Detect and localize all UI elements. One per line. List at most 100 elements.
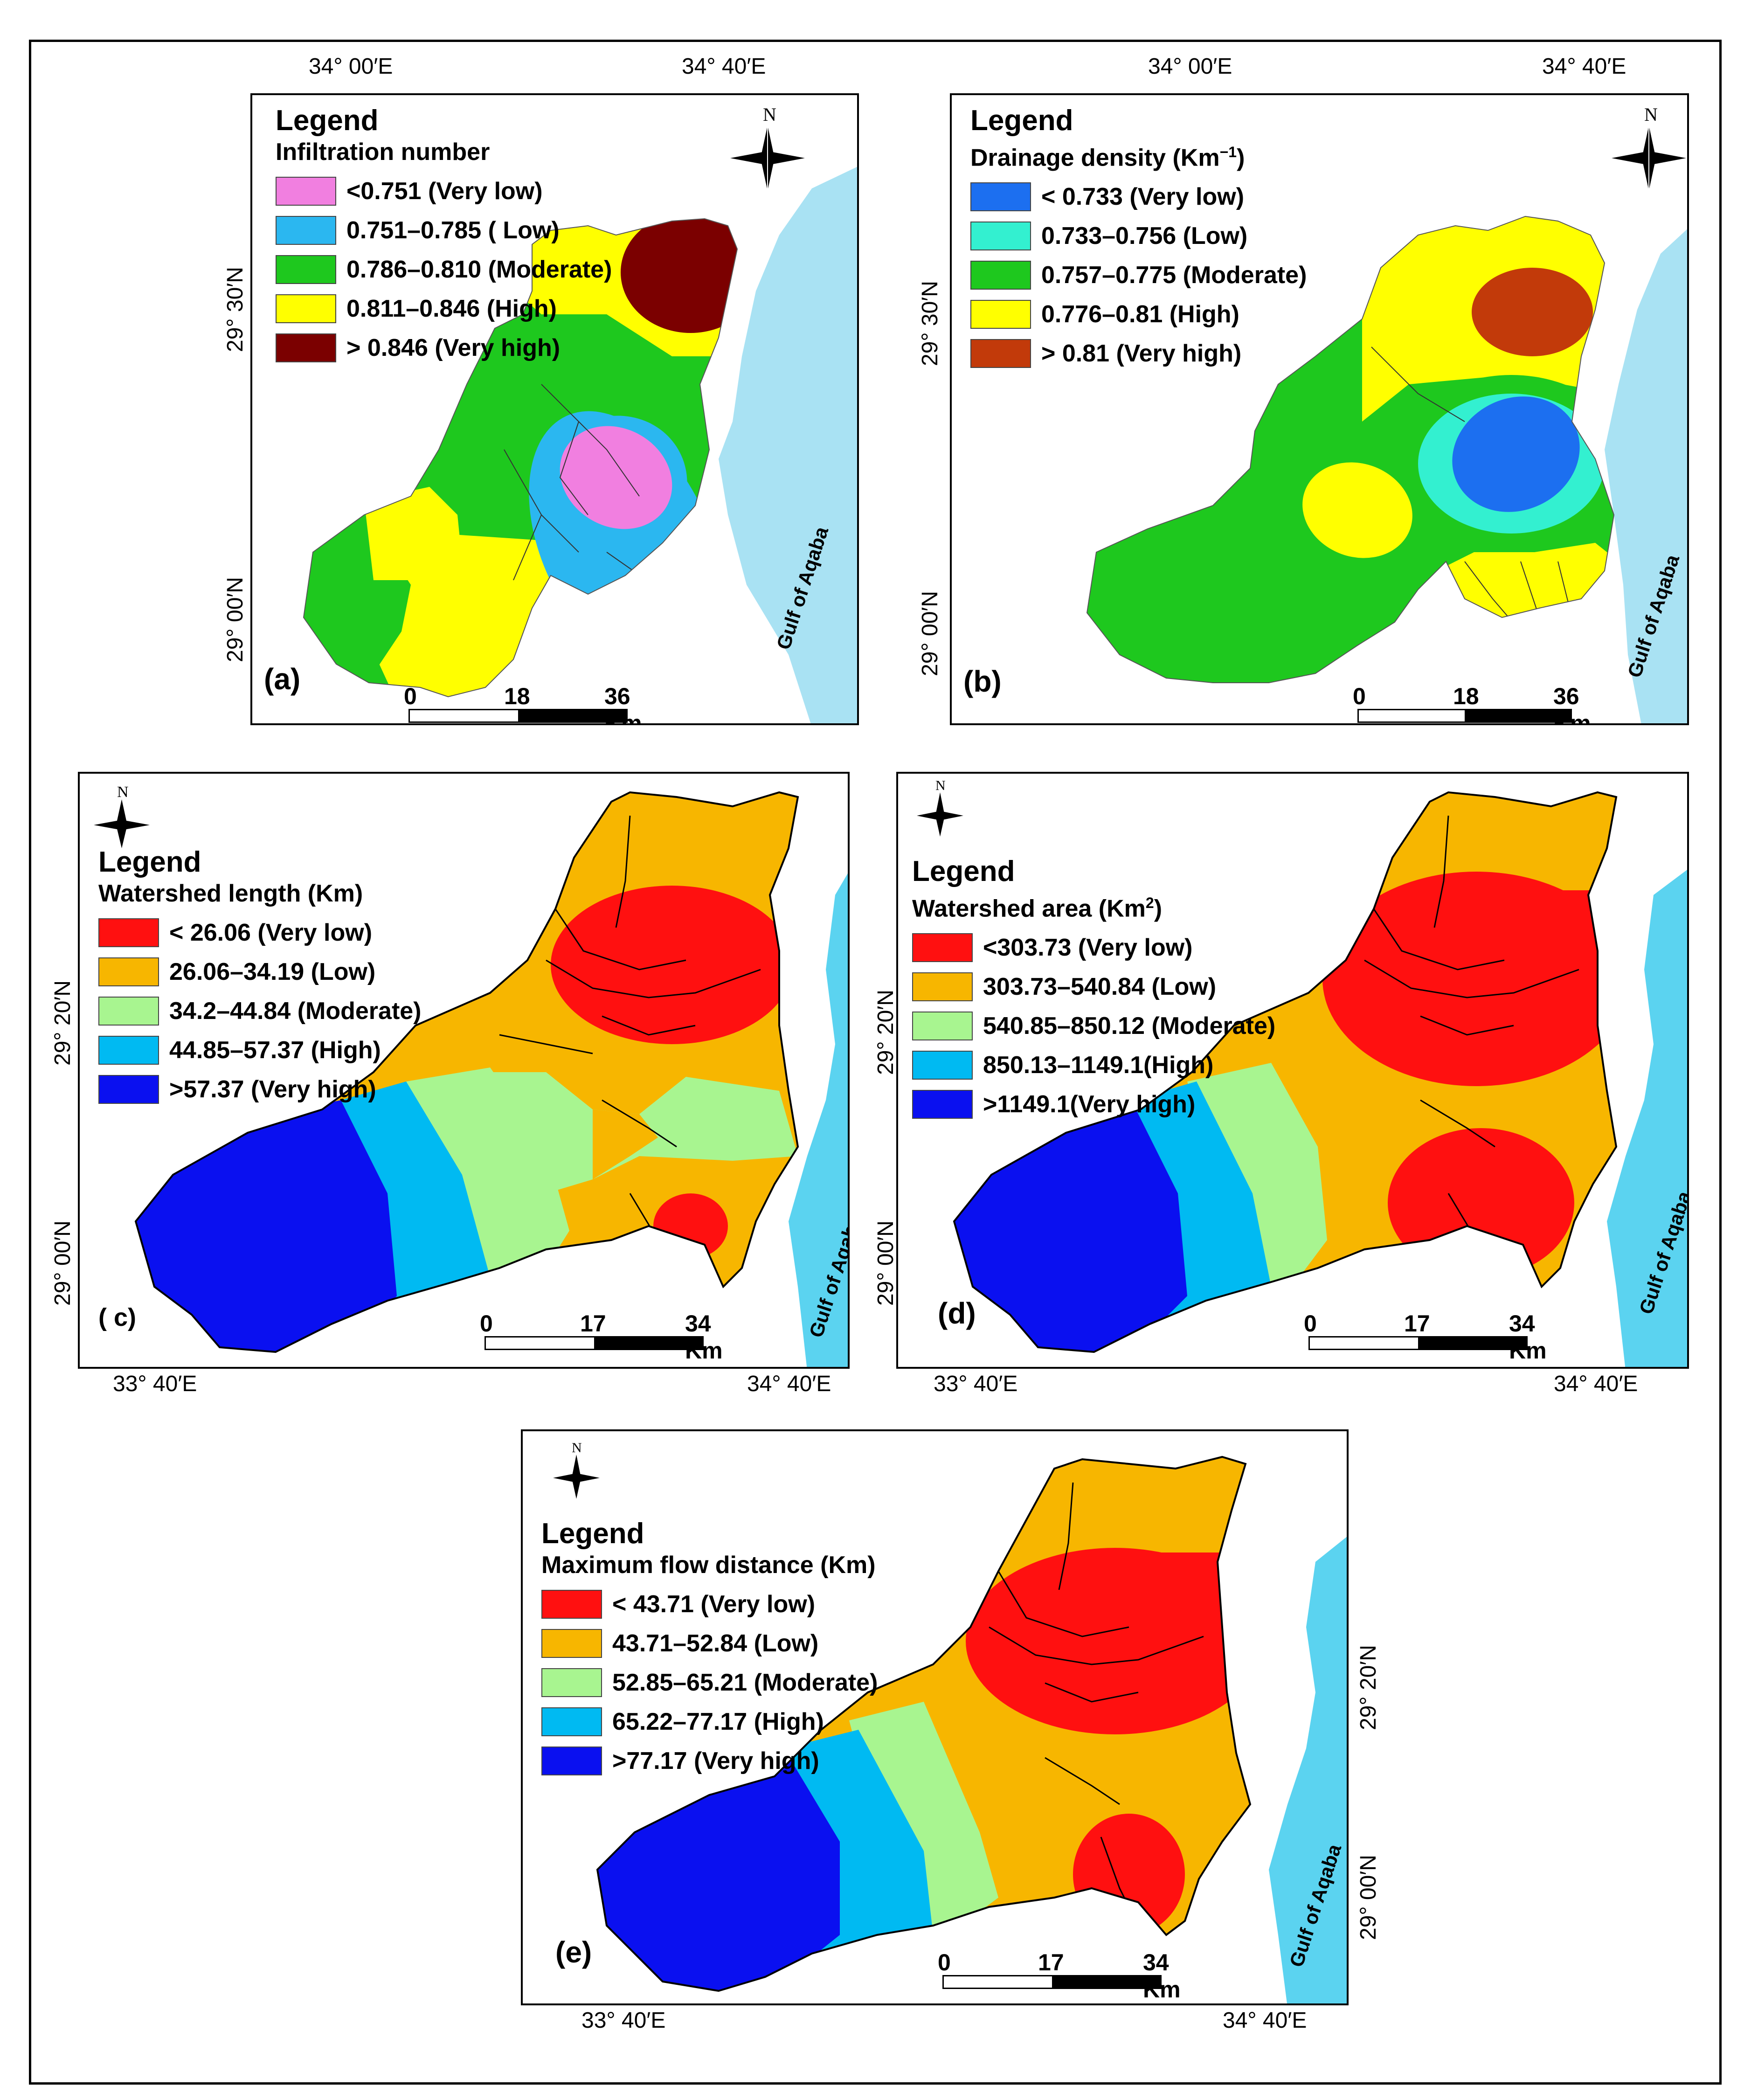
legend-title: Legend	[912, 855, 1015, 887]
legend-e: Legend Maximum flow distance (Km) < 43.7…	[541, 1518, 878, 1781]
coord-e-right1: 29° 20′N	[1356, 1645, 1381, 1730]
legend-swatch	[541, 1590, 602, 1619]
coord-d-left2: 29° 00′N	[873, 1220, 898, 1306]
legend-label: <0.751 (Very low)	[346, 178, 543, 205]
legend-item: 44.85–57.37 (High)	[98, 1031, 422, 1070]
legend-item: 0.751–0.785 ( Low)	[276, 211, 612, 250]
north-arrow-icon: N	[721, 102, 814, 198]
legend-label: 850.13–1149.1(High)	[983, 1052, 1214, 1079]
legend-item: < 43.71 (Very low)	[541, 1585, 878, 1624]
legend-swatch	[970, 300, 1031, 329]
legend-label: 0.757–0.775 (Moderate)	[1041, 262, 1307, 289]
legend-swatch	[276, 333, 336, 362]
map-c	[134, 791, 848, 1367]
legend-swatch	[276, 255, 336, 284]
scale-2: 36 Km	[1553, 683, 1591, 725]
coord-c-left2: 29° 00′N	[50, 1220, 75, 1306]
map-e	[596, 1455, 1347, 2003]
panel-b: Legend Drainage density (Km−1) < 0.733 (…	[950, 93, 1689, 725]
coord-e-bottom2: 34° 40′E	[1223, 2008, 1307, 2033]
subtitle-sup: 2	[1145, 894, 1154, 911]
subtitle-end: )	[1237, 144, 1245, 172]
panel-label: (e)	[555, 1935, 592, 1969]
coord-c-left1: 29° 20′N	[50, 980, 75, 1066]
legend-label: < 0.733 (Very low)	[1041, 183, 1245, 211]
legend-label: 43.71–52.84 (Low)	[612, 1630, 819, 1657]
svg-text:N: N	[572, 1440, 582, 1455]
legend-swatch	[98, 918, 159, 947]
legend-swatch	[912, 972, 973, 1002]
legend-swatch	[276, 294, 336, 323]
legend-item: 0.786–0.810 (Moderate)	[276, 250, 612, 289]
legend-item: 540.85–850.12 (Moderate)	[912, 1006, 1275, 1046]
subtitle-sup: −1	[1219, 144, 1237, 160]
legend-b: Legend Drainage density (Km−1) < 0.733 (…	[970, 104, 1307, 373]
legend-item: < 0.733 (Very low)	[970, 177, 1307, 216]
coord-e-right2: 29° 00′N	[1356, 1855, 1381, 1940]
legend-label: >1149.1(Very high)	[983, 1091, 1196, 1118]
legend-swatch	[970, 261, 1031, 290]
legend-title: Legend	[276, 104, 379, 137]
legend-swatch	[98, 957, 159, 986]
legend-swatch	[98, 997, 159, 1026]
legend-label: 0.733–0.756 (Low)	[1041, 222, 1248, 250]
scale-0: 0	[938, 1949, 951, 1975]
coord-b-top1: 34° 00′E	[1148, 54, 1232, 79]
legend-swatch	[912, 1090, 973, 1119]
legend-item: <0.751 (Very low)	[276, 172, 612, 211]
legend-c: Legend Watershed length (Km) < 26.06 (Ve…	[98, 846, 422, 1109]
legend-swatch	[541, 1707, 602, 1736]
coord-a-left1: 29° 30′N	[223, 267, 248, 352]
svg-text:N: N	[935, 778, 946, 793]
legend-swatch	[970, 222, 1031, 251]
legend-item: 52.85–65.21 (Moderate)	[541, 1663, 878, 1702]
coord-e-bottom1: 33° 40′E	[581, 2008, 666, 2033]
legend-item: 0.811–0.846 (High)	[276, 289, 612, 328]
legend-item: < 26.06 (Very low)	[98, 913, 422, 952]
legend-swatch	[98, 1075, 159, 1104]
coord-b-left2: 29° 00′N	[918, 591, 942, 676]
legend-label: 0.786–0.810 (Moderate)	[346, 256, 612, 283]
legend-label: 65.22–77.17 (High)	[612, 1708, 824, 1735]
legend-item: 0.757–0.775 (Moderate)	[970, 256, 1307, 295]
map-d	[953, 791, 1687, 1367]
scale-2: 34 Km	[1143, 1949, 1181, 2003]
scale-2: 36 Km	[604, 683, 642, 725]
panel-c: N Legend Watershed length (Km) < 26.06 (…	[78, 772, 850, 1369]
scale-bar: 0 17 34 Km	[938, 1949, 1181, 2003]
legend-label: 26.06–34.19 (Low)	[169, 958, 376, 985]
legend-item: 34.2–44.84 (Moderate)	[98, 991, 422, 1031]
panel-label: ( c)	[98, 1303, 136, 1331]
coord-b-top2: 34° 40′E	[1542, 54, 1626, 79]
coord-d-left1: 29° 20′N	[873, 990, 898, 1075]
legend-item: >77.17 (Very high)	[541, 1741, 878, 1781]
coord-c-bottom2: 34° 40′E	[747, 1372, 831, 1396]
legend-swatch	[541, 1668, 602, 1697]
legend-swatch	[912, 1051, 973, 1080]
legend-swatch	[970, 182, 1031, 212]
legend-item: >57.37 (Very high)	[98, 1070, 422, 1109]
legend-item: <303.73 (Very low)	[912, 928, 1275, 967]
svg-text:N: N	[763, 104, 776, 125]
scale-1: 17	[580, 1310, 606, 1337]
panel-label: (b)	[963, 665, 1002, 698]
scale-0: 0	[404, 683, 417, 709]
legend-label: 540.85–850.12 (Moderate)	[983, 1012, 1276, 1040]
legend-swatch	[541, 1629, 602, 1658]
subtitle-end: )	[1154, 895, 1163, 922]
legend-item: 850.13–1149.1(High)	[912, 1046, 1275, 1085]
legend-label: 34.2–44.84 (Moderate)	[169, 998, 422, 1025]
legend-item: > 0.846 (Very high)	[276, 328, 612, 367]
north-arrow-icon: N	[87, 781, 157, 853]
coord-a-left2: 29° 00′N	[223, 577, 248, 662]
panel-d: N Legend Watershed area (Km2) <303.73 (V…	[896, 772, 1689, 1369]
svg-text:N: N	[117, 783, 129, 801]
scale-1: 17	[1038, 1949, 1064, 1975]
scale-0: 0	[1353, 683, 1366, 709]
subtitle-text: Drainage density (Km	[970, 144, 1220, 172]
legend-swatch	[912, 1012, 973, 1041]
legend-item: >1149.1(Very high)	[912, 1085, 1275, 1124]
scale-2: 34 Km	[685, 1310, 723, 1364]
legend-title: Legend	[98, 846, 201, 878]
map-b	[1086, 215, 1687, 723]
